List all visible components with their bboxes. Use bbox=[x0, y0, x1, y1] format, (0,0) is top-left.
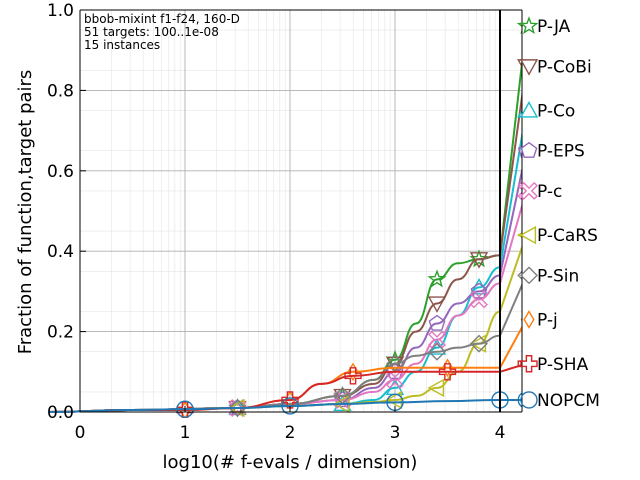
marker bbox=[228, 398, 247, 417]
marker bbox=[520, 266, 538, 285]
info-line-1: bbob-mixint f1-f24, 160-D bbox=[84, 12, 240, 26]
legend-label-P-Co: P-Co bbox=[537, 102, 575, 122]
marker bbox=[520, 355, 538, 373]
marker bbox=[470, 334, 488, 353]
x-tick-label: 4 bbox=[495, 423, 506, 443]
legend-label-P-CoBi: P-CoBi bbox=[537, 57, 592, 77]
marker bbox=[427, 269, 447, 288]
series-P-CoBi bbox=[48, 59, 522, 418]
series-line bbox=[48, 54, 522, 413]
axes bbox=[79, 9, 523, 413]
legend: P-JA P-CoBi P-Co P-EPS P-c P-CaRS P-Sin P-j P-SH… bbox=[519, 16, 600, 411]
marker bbox=[519, 101, 539, 118]
marker bbox=[519, 16, 539, 35]
x-tick-label: 3 bbox=[390, 423, 401, 443]
series-line bbox=[48, 202, 522, 413]
marker bbox=[438, 363, 457, 381]
marker bbox=[519, 59, 539, 76]
x-tick-label: 1 bbox=[180, 423, 191, 443]
marker bbox=[517, 360, 522, 368]
legend-label-P-JA: P-JA bbox=[537, 17, 571, 37]
legend-label-P-CaRS: P-CaRS bbox=[537, 226, 598, 246]
marker bbox=[517, 392, 522, 408]
marker bbox=[427, 296, 447, 313]
marker bbox=[281, 391, 299, 409]
marker bbox=[344, 367, 362, 385]
series-P-c bbox=[48, 181, 522, 417]
marker bbox=[523, 310, 535, 329]
marker bbox=[469, 334, 487, 353]
grid bbox=[79, 9, 522, 413]
marker bbox=[520, 181, 538, 200]
marker bbox=[517, 144, 522, 158]
legend-label-NOPCM: NOPCM bbox=[537, 391, 600, 411]
legend-label-P-EPS: P-EPS bbox=[537, 142, 585, 162]
legend-label-P-j: P-j bbox=[537, 311, 558, 331]
marker bbox=[228, 398, 247, 417]
y-tick-label: 1.0 bbox=[47, 1, 74, 21]
series-line bbox=[48, 398, 522, 413]
series-line bbox=[48, 89, 522, 413]
marker bbox=[470, 282, 488, 299]
marker bbox=[333, 390, 352, 409]
series-P-SHA bbox=[48, 360, 522, 418]
y-tick-label: 0.6 bbox=[47, 162, 74, 182]
marker bbox=[517, 181, 522, 200]
marker bbox=[385, 390, 403, 410]
x-axis-label: log10(# f-evals / dimension) bbox=[163, 452, 418, 473]
marker bbox=[428, 342, 446, 361]
series-P-CaRS bbox=[48, 232, 522, 418]
marker bbox=[176, 400, 194, 418]
marker bbox=[520, 141, 538, 158]
series-layer bbox=[48, 22, 522, 418]
marker bbox=[517, 270, 522, 281]
series-line bbox=[48, 244, 522, 413]
tick-labels: 0 1 2 3 4 0.0 0.2 0.4 0.6 0.8 1.0 bbox=[47, 1, 505, 443]
marker bbox=[520, 317, 522, 322]
y-tick-label: 0.0 bbox=[47, 403, 74, 423]
y-axis-label: Fraction of function,target pairs bbox=[15, 70, 36, 355]
info-annotation: bbob-mixint f1-f24, 160-D 51 targets: 10… bbox=[84, 12, 240, 52]
legend-label-P-Sin: P-Sin bbox=[537, 266, 579, 286]
marker bbox=[470, 290, 488, 309]
series-P-JA bbox=[48, 22, 522, 417]
legend-label-P-SHA: P-SHA bbox=[537, 355, 589, 375]
marker bbox=[428, 314, 446, 331]
y-tick-label: 0.8 bbox=[47, 81, 74, 101]
series-line bbox=[48, 129, 522, 413]
marker bbox=[428, 330, 446, 349]
marker bbox=[281, 397, 299, 415]
x-tick-label: 2 bbox=[285, 423, 296, 443]
info-line-2: 51 targets: 100..1e-08 bbox=[84, 25, 219, 39]
marker bbox=[520, 391, 538, 409]
legend-label-P-c: P-c bbox=[537, 182, 562, 202]
y-tick-label: 0.4 bbox=[47, 242, 74, 262]
info-line-3: 15 instances bbox=[84, 38, 160, 52]
y-tick-label: 0.2 bbox=[47, 323, 74, 343]
marker bbox=[386, 370, 404, 389]
marker bbox=[427, 378, 445, 398]
marker bbox=[519, 225, 537, 245]
series-clip-group bbox=[48, 22, 522, 418]
marker bbox=[469, 252, 489, 269]
x-tick-label: 0 bbox=[75, 423, 86, 443]
